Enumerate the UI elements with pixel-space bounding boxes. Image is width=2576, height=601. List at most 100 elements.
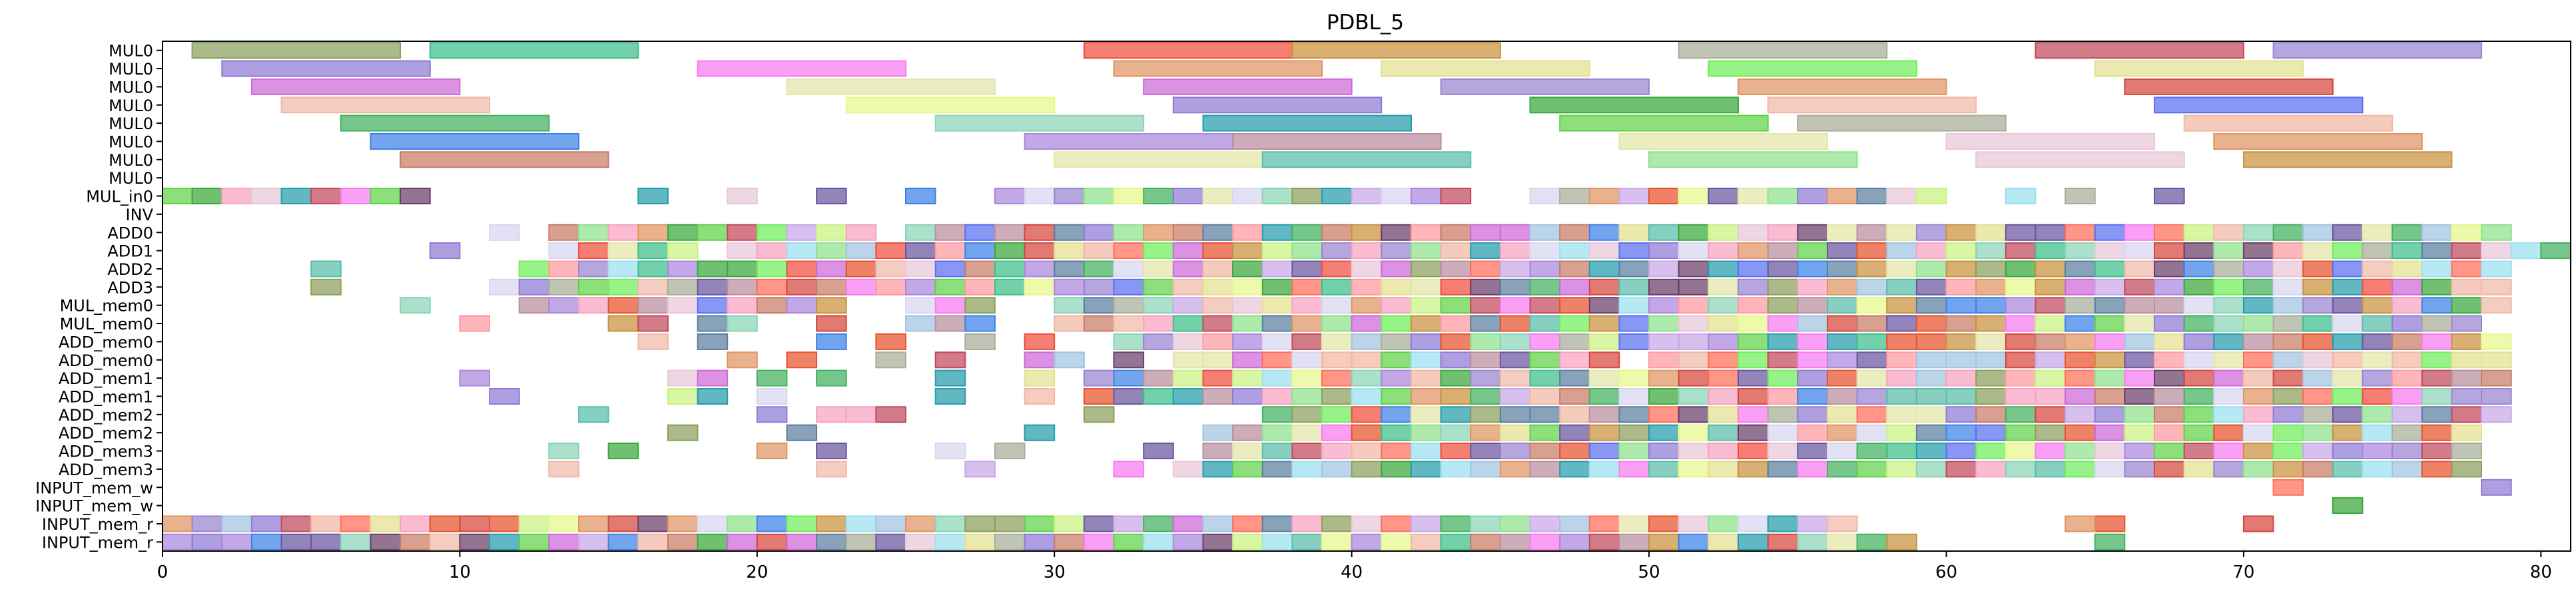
task-bar: [2183, 278, 2215, 296]
task-bar: [1886, 188, 1917, 204]
task-bar: [2421, 224, 2453, 241]
task-bar: [1827, 406, 1858, 423]
task-bar: [1261, 151, 1472, 168]
task-bar: [2065, 424, 2096, 441]
task-bar: [1113, 60, 1323, 77]
task-bar: [1856, 224, 1888, 241]
task-bar: [340, 188, 372, 204]
task-bar: [697, 333, 729, 350]
task-bar: [964, 297, 996, 314]
task-bar: [1827, 260, 1858, 278]
task-bar: [1232, 424, 1263, 441]
task-bar: [1321, 188, 1353, 204]
task-bar: [964, 515, 996, 532]
task-bar: [1440, 224, 1472, 241]
task-bar: [1856, 278, 1888, 296]
task-bar: [994, 224, 1026, 241]
task-bar: [994, 443, 1026, 459]
task-bar: [1678, 388, 1710, 405]
x-tick-label: 60: [1935, 562, 1957, 582]
task-bar: [1856, 297, 1888, 314]
task-bar: [1886, 333, 1917, 350]
task-bar: [2451, 297, 2482, 314]
task-bar: [1202, 188, 1234, 204]
task-bar: [548, 260, 579, 278]
task-bar: [2035, 443, 2066, 459]
task-bar: [1559, 424, 1590, 441]
task-bar: [1678, 297, 1710, 314]
task-bar: [2392, 260, 2423, 278]
task-bar: [2154, 297, 2185, 314]
task-bar: [1856, 188, 1888, 204]
y-tick-label: INV: [126, 206, 154, 224]
task-bar: [2124, 315, 2155, 332]
task-bar: [1172, 333, 1204, 350]
task-bar: [1054, 224, 1085, 241]
task-bar: [816, 188, 847, 204]
task-bar: [1767, 97, 1977, 114]
task-bar: [429, 242, 461, 260]
task-bar: [1261, 369, 1293, 387]
task-bar: [2183, 260, 2215, 278]
task-bar: [727, 242, 758, 260]
task-bar: [1767, 333, 1799, 350]
task-bar: [1499, 388, 1531, 405]
task-bar: [1827, 278, 1858, 296]
task-bar: [1054, 151, 1263, 168]
task-bar: [2362, 224, 2394, 241]
task-bar: [162, 515, 193, 532]
task-bar: [1202, 297, 1234, 314]
task-bar: [1172, 242, 1204, 260]
task-bar: [2065, 188, 2096, 204]
task-bar: [1054, 242, 1085, 260]
task-bar: [667, 533, 699, 550]
task-bar: [1678, 242, 1710, 260]
task-bar: [1915, 188, 1947, 204]
task-bar: [2183, 388, 2215, 405]
task-bar: [1499, 278, 1531, 296]
task-bar: [2094, 60, 2304, 77]
task-bar: [1975, 461, 2007, 478]
task-bar: [1678, 333, 1710, 350]
task-bar: [2421, 260, 2453, 278]
task-bar: [1588, 333, 1620, 350]
task-bar: [370, 533, 402, 550]
task-bar: [875, 333, 907, 350]
task-bar: [1202, 533, 1234, 550]
task-bar: [1083, 242, 1115, 260]
task-bar: [1411, 351, 1442, 369]
task-bar: [578, 224, 609, 241]
task-bar: [1797, 278, 1828, 296]
task-bar: [1856, 388, 1888, 405]
task-bar: [191, 188, 223, 204]
task-bar: [1232, 133, 1442, 150]
task-bar: [2213, 424, 2244, 441]
task-bar: [1588, 424, 1620, 441]
task-bar: [2242, 369, 2274, 387]
task-bar: [1321, 461, 1353, 478]
task-bar: [1381, 224, 1412, 241]
task-bar: [1708, 60, 1917, 77]
task-bar: [2421, 443, 2453, 459]
task-bar: [429, 533, 461, 550]
task-bar: [994, 515, 1026, 532]
task-bar: [1708, 424, 1739, 441]
task-bar: [1738, 188, 1769, 204]
task-bar: [2213, 369, 2244, 387]
task-bar: [2451, 315, 2482, 332]
task-bar: [994, 242, 1026, 260]
task-bar: [1321, 533, 1353, 550]
task-bar: [2392, 351, 2423, 369]
task-bar: [1232, 351, 1263, 369]
task-bar: [1381, 188, 1412, 204]
task-bar: [2005, 260, 2037, 278]
task-bar: [1648, 443, 1680, 459]
task-bar: [1499, 260, 1531, 278]
task-bar: [578, 406, 609, 423]
task-bar: [2332, 369, 2364, 387]
task-bar: [1143, 297, 1174, 314]
task-bar: [489, 515, 520, 532]
task-bar: [1678, 315, 1710, 332]
y-tick-label: MUL0: [109, 60, 153, 79]
y-tick-label: INPUT_mem_w: [35, 479, 153, 497]
